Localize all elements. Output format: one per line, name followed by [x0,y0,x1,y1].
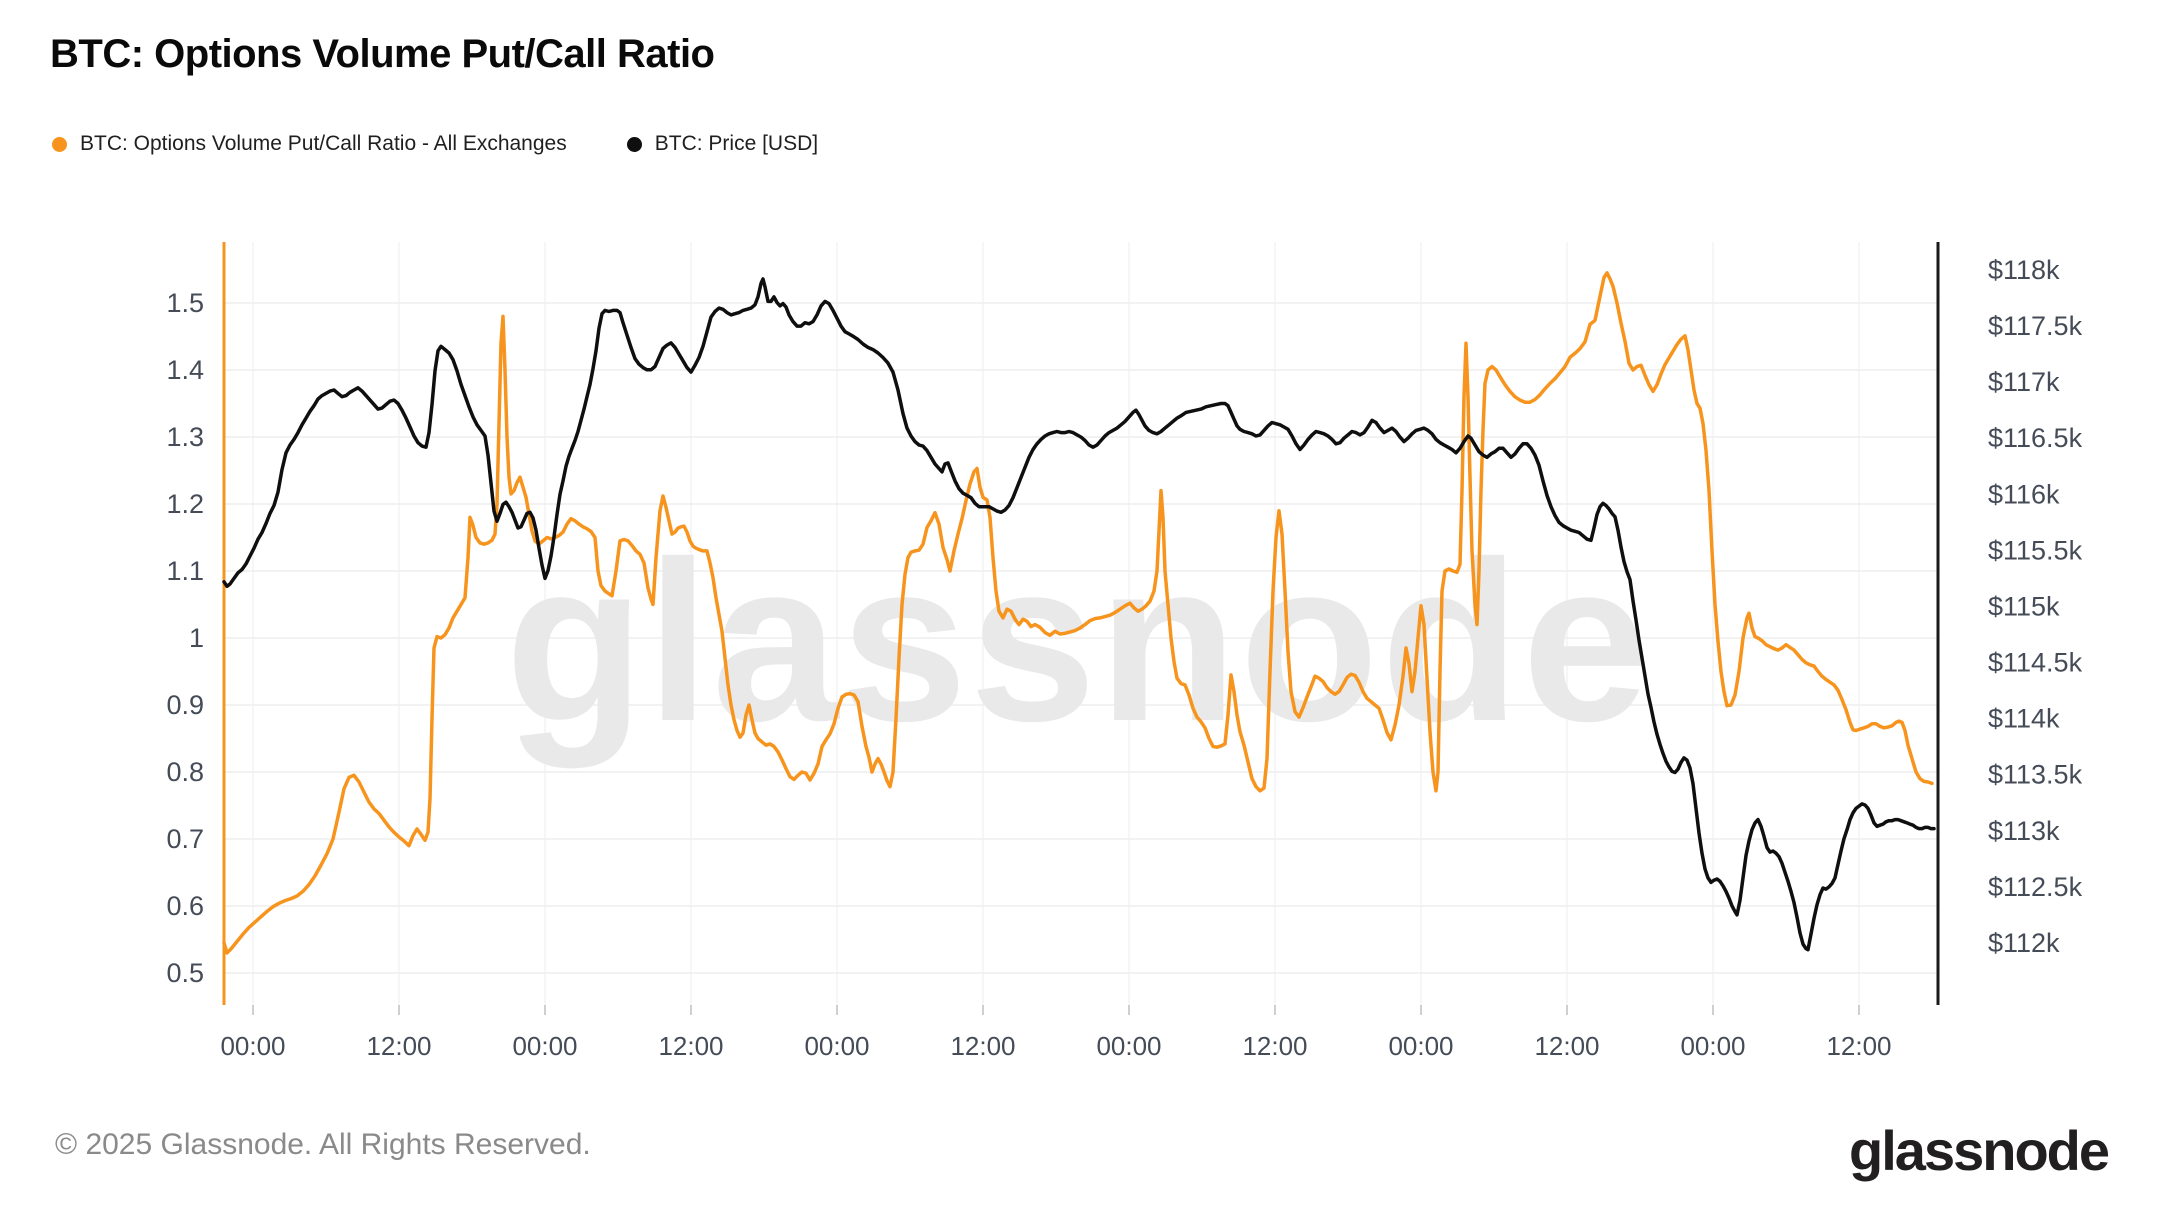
right-axis-label: $112k [1988,928,2060,958]
x-axis-label: 00:00 [1388,1031,1453,1061]
x-axis-label: 00:00 [512,1031,577,1061]
x-axis-label: 00:00 [1680,1031,1745,1061]
price-series-marker-icon [626,136,642,152]
left-axis-label: 1.2 [166,489,204,519]
right-axis-label: $116.5k [1988,423,2083,453]
glassnode-logo: glassnode [1849,1119,2110,1182]
x-axis-label: 12:00 [658,1031,723,1061]
right-axis-label: $117k [1988,367,2060,397]
left-axis-label: 1.1 [166,556,204,586]
right-axis-label: $117.5k [1988,311,2083,341]
right-axis-label: $116k [1988,479,2060,509]
left-axis-label: 0.9 [166,690,204,720]
left-axis-label: 1.4 [166,355,204,385]
right-axis-label: $114.5k [1988,648,2083,678]
right-axis-label: $114k [1988,704,2060,734]
price-series-line[interactable] [222,277,1936,952]
x-axis-label: 12:00 [1242,1031,1307,1061]
legend-item-price[interactable]: BTC: Price [USD] [626,132,819,156]
legend-item-ratio[interactable]: BTC: Options Volume Put/Call Ratio - All… [52,132,567,156]
left-axis-label: 1.5 [166,288,204,318]
ratio-series-marker-icon [52,136,67,152]
x-axis-label: 12:00 [366,1031,431,1061]
left-axis-label: 0.6 [166,891,204,921]
left-axis-label: 0.8 [166,757,204,787]
x-axis-label: 00:00 [804,1031,869,1061]
x-axis-label: 00:00 [220,1031,285,1061]
copyright-text: © 2025 Glassnode. All Rights Reserved. [55,1128,591,1161]
x-axis-label: 12:00 [1826,1031,1891,1061]
right-axis-label: $112.5k [1988,872,2083,902]
right-axis-label: $118k [1988,255,2060,285]
x-axis-label: 12:00 [1534,1031,1599,1061]
left-axis-label: 1.3 [166,422,204,452]
page-title: BTC: Options Volume Put/Call Ratio [50,32,715,76]
left-axis-label: 0.7 [166,824,204,854]
right-axis-label: $115k [1988,591,2060,621]
right-axis-label: $113.5k [1988,760,2083,790]
legend-label-ratio: BTC: Options Volume Put/Call Ratio - All… [80,132,567,155]
legend-label-price: BTC: Price [USD] [654,132,819,155]
right-axis-label: $113k [1988,816,2060,846]
legend: BTC: Options Volume Put/Call Ratio - All… [52,132,818,156]
x-axis-label: 12:00 [950,1031,1015,1061]
x-axis-label: 00:00 [1096,1031,1161,1061]
left-axis-label: 1 [189,623,204,653]
left-axis-label: 0.5 [166,958,204,988]
glassnode-watermark: glassnode [505,515,1651,769]
right-axis-label: $115.5k [1988,535,2083,565]
